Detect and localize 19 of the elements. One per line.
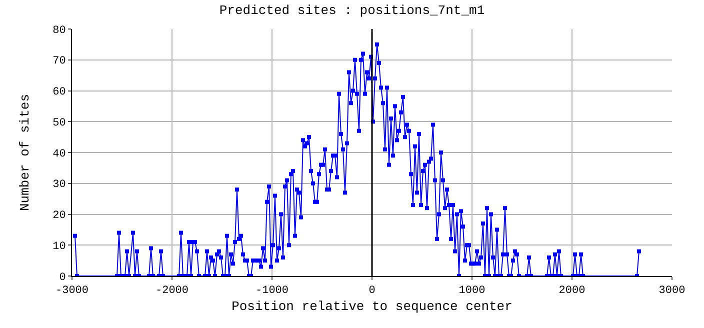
x-tick-label: 3000 xyxy=(658,285,686,298)
x-tick-label: 0 xyxy=(368,285,376,298)
x-axis-title: Position relative to sequence center xyxy=(232,298,512,314)
y-tick-label: 0 xyxy=(59,272,66,284)
y-tick-label: 40 xyxy=(52,148,66,160)
y-axis-title: Number of sites xyxy=(18,94,33,212)
x-tick-label: -1000 xyxy=(255,285,289,298)
x-tick-label: 1000 xyxy=(458,285,486,298)
x-tick-label: -2000 xyxy=(155,285,189,298)
y-tick-label: 70 xyxy=(52,56,66,68)
y-tick-label: 20 xyxy=(52,210,66,222)
y-tick-label: 30 xyxy=(52,179,66,192)
y-tick-label: 50 xyxy=(52,117,66,130)
y-tick-label: 60 xyxy=(52,86,66,99)
y-tick-label: 80 xyxy=(52,24,66,37)
x-tick-label: -3000 xyxy=(55,285,89,298)
chart-title: Predicted sites : positions_7nt_m1 xyxy=(219,3,485,18)
x-tick-label: 2000 xyxy=(558,285,586,298)
y-tick-label: 10 xyxy=(52,240,66,253)
